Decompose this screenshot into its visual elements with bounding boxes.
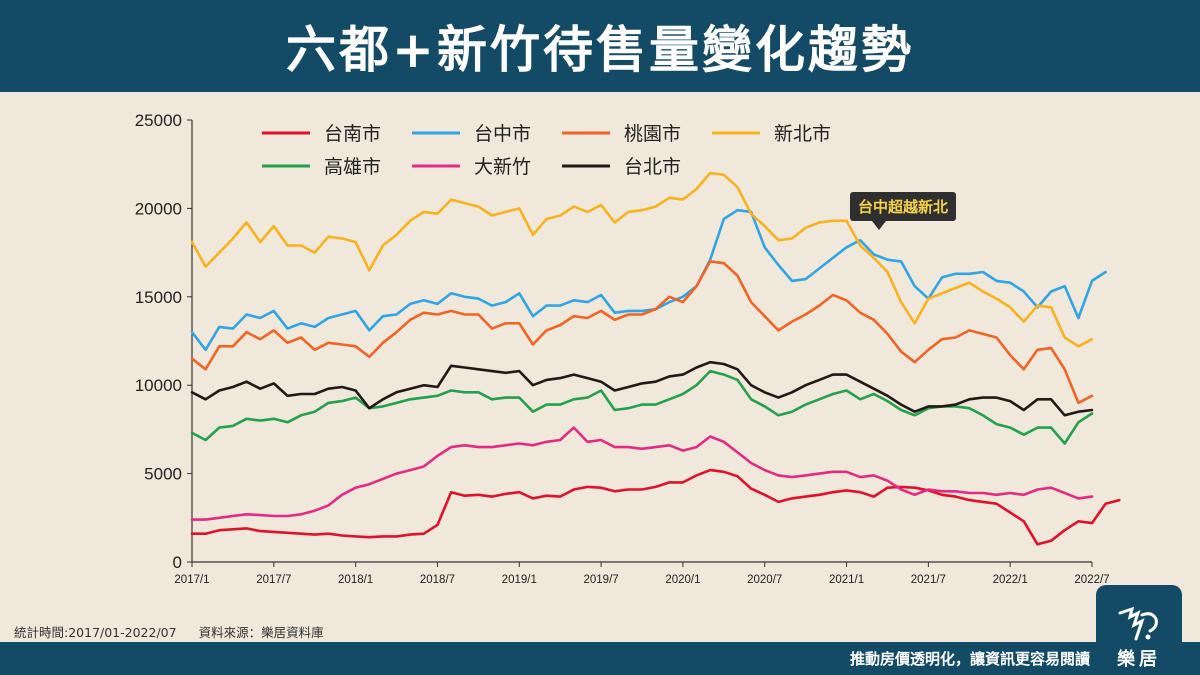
series-line-桃園市 bbox=[190, 260, 1094, 405]
x-tick-label: 2020/1 bbox=[665, 574, 700, 586]
x-tick-label: 2019/1 bbox=[502, 574, 537, 586]
page-title: 六都+新竹待售量變化趨勢 bbox=[286, 21, 914, 79]
legend-label: 台南市 bbox=[324, 123, 381, 145]
x-tick-label: 2021/7 bbox=[911, 574, 946, 586]
legend-label: 桃園市 bbox=[624, 123, 681, 145]
series-line-大新竹 bbox=[190, 426, 1094, 521]
line-chart: 0 5000 10000 15000 20000 25000 2017/1 2017/7 201… bbox=[135, 111, 1121, 586]
x-tick-label: 2019/7 bbox=[583, 574, 618, 586]
series-line-台北市 bbox=[190, 360, 1094, 417]
series-line-新北市 bbox=[190, 171, 1094, 348]
footer-note: 統計時間:2017/01-2022/07 資料來源：樂居資料庫 bbox=[14, 622, 342, 641]
logo-text: 樂居 bbox=[1117, 649, 1161, 670]
data-source: 資料來源：樂居資料庫 bbox=[198, 625, 324, 640]
legend-label: 大新竹 bbox=[474, 156, 531, 178]
chart-axes: 0 5000 10000 15000 20000 25000 2017/1 2017/7 201… bbox=[135, 111, 1110, 586]
chart-series bbox=[190, 171, 1121, 546]
x-tick-label: 2022/7 bbox=[1074, 574, 1109, 586]
x-tick-label: 2017/7 bbox=[256, 574, 291, 586]
legend-label: 台北市 bbox=[624, 156, 681, 178]
y-tick-label: 10000 bbox=[135, 376, 182, 395]
y-tick-label: 0 bbox=[173, 553, 182, 572]
stat-period: 統計時間:2017/01-2022/07 bbox=[14, 625, 177, 640]
x-tick-label: 2020/7 bbox=[747, 574, 782, 586]
callout-annotation: 台中超越新北 bbox=[850, 192, 957, 230]
series-line-台中市 bbox=[190, 208, 1107, 352]
bottom-bar bbox=[0, 642, 1200, 675]
y-tick-label: 20000 bbox=[135, 199, 182, 218]
x-tick-label: 2021/1 bbox=[829, 574, 864, 586]
series-line-台南市 bbox=[190, 468, 1121, 546]
logo: 樂居 bbox=[1096, 585, 1182, 675]
x-tick-label: 2018/7 bbox=[420, 574, 455, 586]
x-tick-label: 2018/1 bbox=[338, 574, 373, 586]
legend-label: 高雄市 bbox=[324, 156, 381, 178]
y-tick-label: 25000 bbox=[135, 111, 182, 130]
logo-mark-icon bbox=[1118, 606, 1158, 641]
y-tick-label: 5000 bbox=[144, 465, 182, 484]
x-tick-label: 2017/1 bbox=[174, 574, 209, 586]
x-tick-label: 2022/1 bbox=[993, 574, 1028, 586]
slogan: 推動房價透明化，讓資訊更容易閱讀 bbox=[849, 650, 1090, 668]
legend-label: 新北市 bbox=[774, 123, 831, 145]
title-banner: 六都+新竹待售量變化趨勢 bbox=[0, 0, 1200, 92]
y-tick-label: 15000 bbox=[135, 288, 182, 307]
series-line-高雄市 bbox=[190, 369, 1094, 445]
legend-label: 台中市 bbox=[474, 123, 531, 145]
